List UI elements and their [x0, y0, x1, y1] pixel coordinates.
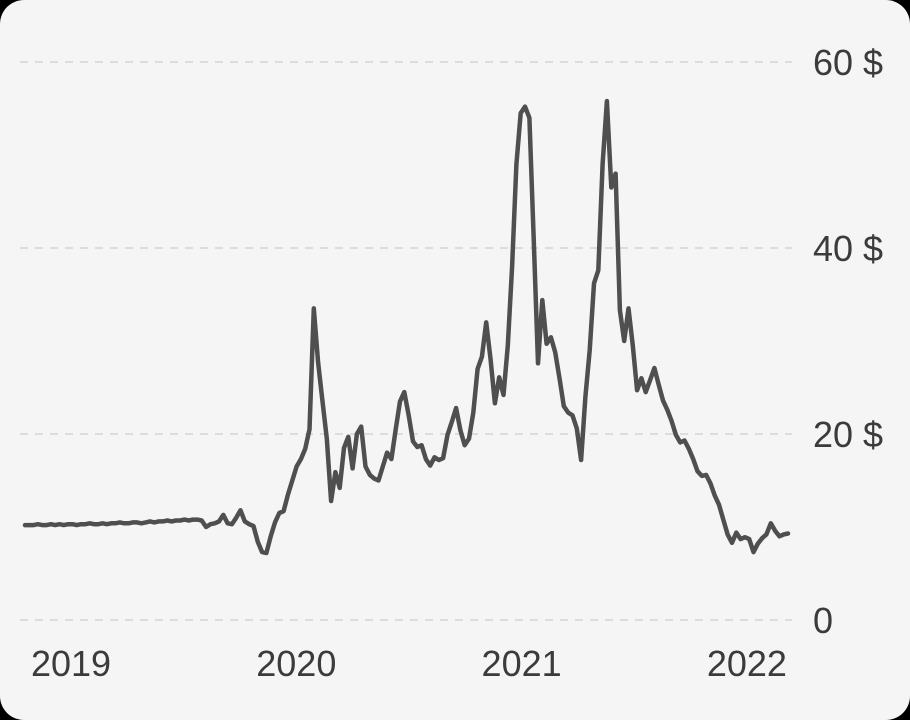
x-axis-label: 2022: [707, 643, 787, 684]
chart-plot-area[interactable]: [20, 30, 792, 630]
x-axis-label: 2020: [256, 643, 336, 684]
x-axis-label: 2021: [482, 643, 562, 684]
y-axis-label: 40 $: [813, 228, 883, 269]
y-axis-label: 0: [813, 600, 833, 641]
y-axis-labels: 0 20 $ 40 $ 60 $: [813, 42, 883, 641]
x-axis-labels: 2019 2020 2021 2022: [31, 643, 787, 684]
y-axis-label: 20 $: [813, 414, 883, 455]
y-axis-label: 60 $: [813, 42, 883, 83]
x-axis-label: 2019: [31, 643, 111, 684]
series-layer: [22, 98, 791, 556]
price-line: [22, 98, 791, 556]
